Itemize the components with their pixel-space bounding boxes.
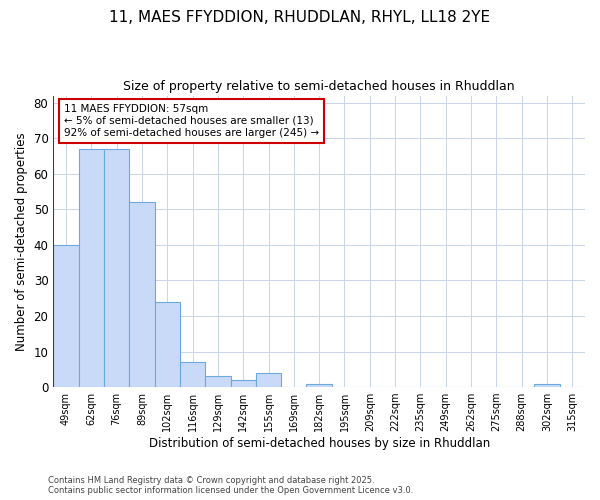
Bar [230, 380, 256, 387]
Y-axis label: Number of semi-detached properties: Number of semi-detached properties [15, 132, 28, 350]
Bar [104, 149, 129, 387]
Bar [256, 373, 281, 387]
X-axis label: Distribution of semi-detached houses by size in Rhuddlan: Distribution of semi-detached houses by … [149, 437, 490, 450]
Bar [129, 202, 155, 387]
Bar [53, 245, 79, 387]
Bar [205, 376, 230, 387]
Bar [307, 384, 332, 387]
Bar [535, 384, 560, 387]
Text: Contains HM Land Registry data © Crown copyright and database right 2025.
Contai: Contains HM Land Registry data © Crown c… [48, 476, 413, 495]
Bar [79, 149, 104, 387]
Text: 11 MAES FFYDDION: 57sqm
← 5% of semi-detached houses are smaller (13)
92% of sem: 11 MAES FFYDDION: 57sqm ← 5% of semi-det… [64, 104, 319, 138]
Bar [155, 302, 180, 387]
Bar [180, 362, 205, 387]
Title: Size of property relative to semi-detached houses in Rhuddlan: Size of property relative to semi-detach… [124, 80, 515, 93]
Text: 11, MAES FFYDDION, RHUDDLAN, RHYL, LL18 2YE: 11, MAES FFYDDION, RHUDDLAN, RHYL, LL18 … [109, 10, 491, 25]
